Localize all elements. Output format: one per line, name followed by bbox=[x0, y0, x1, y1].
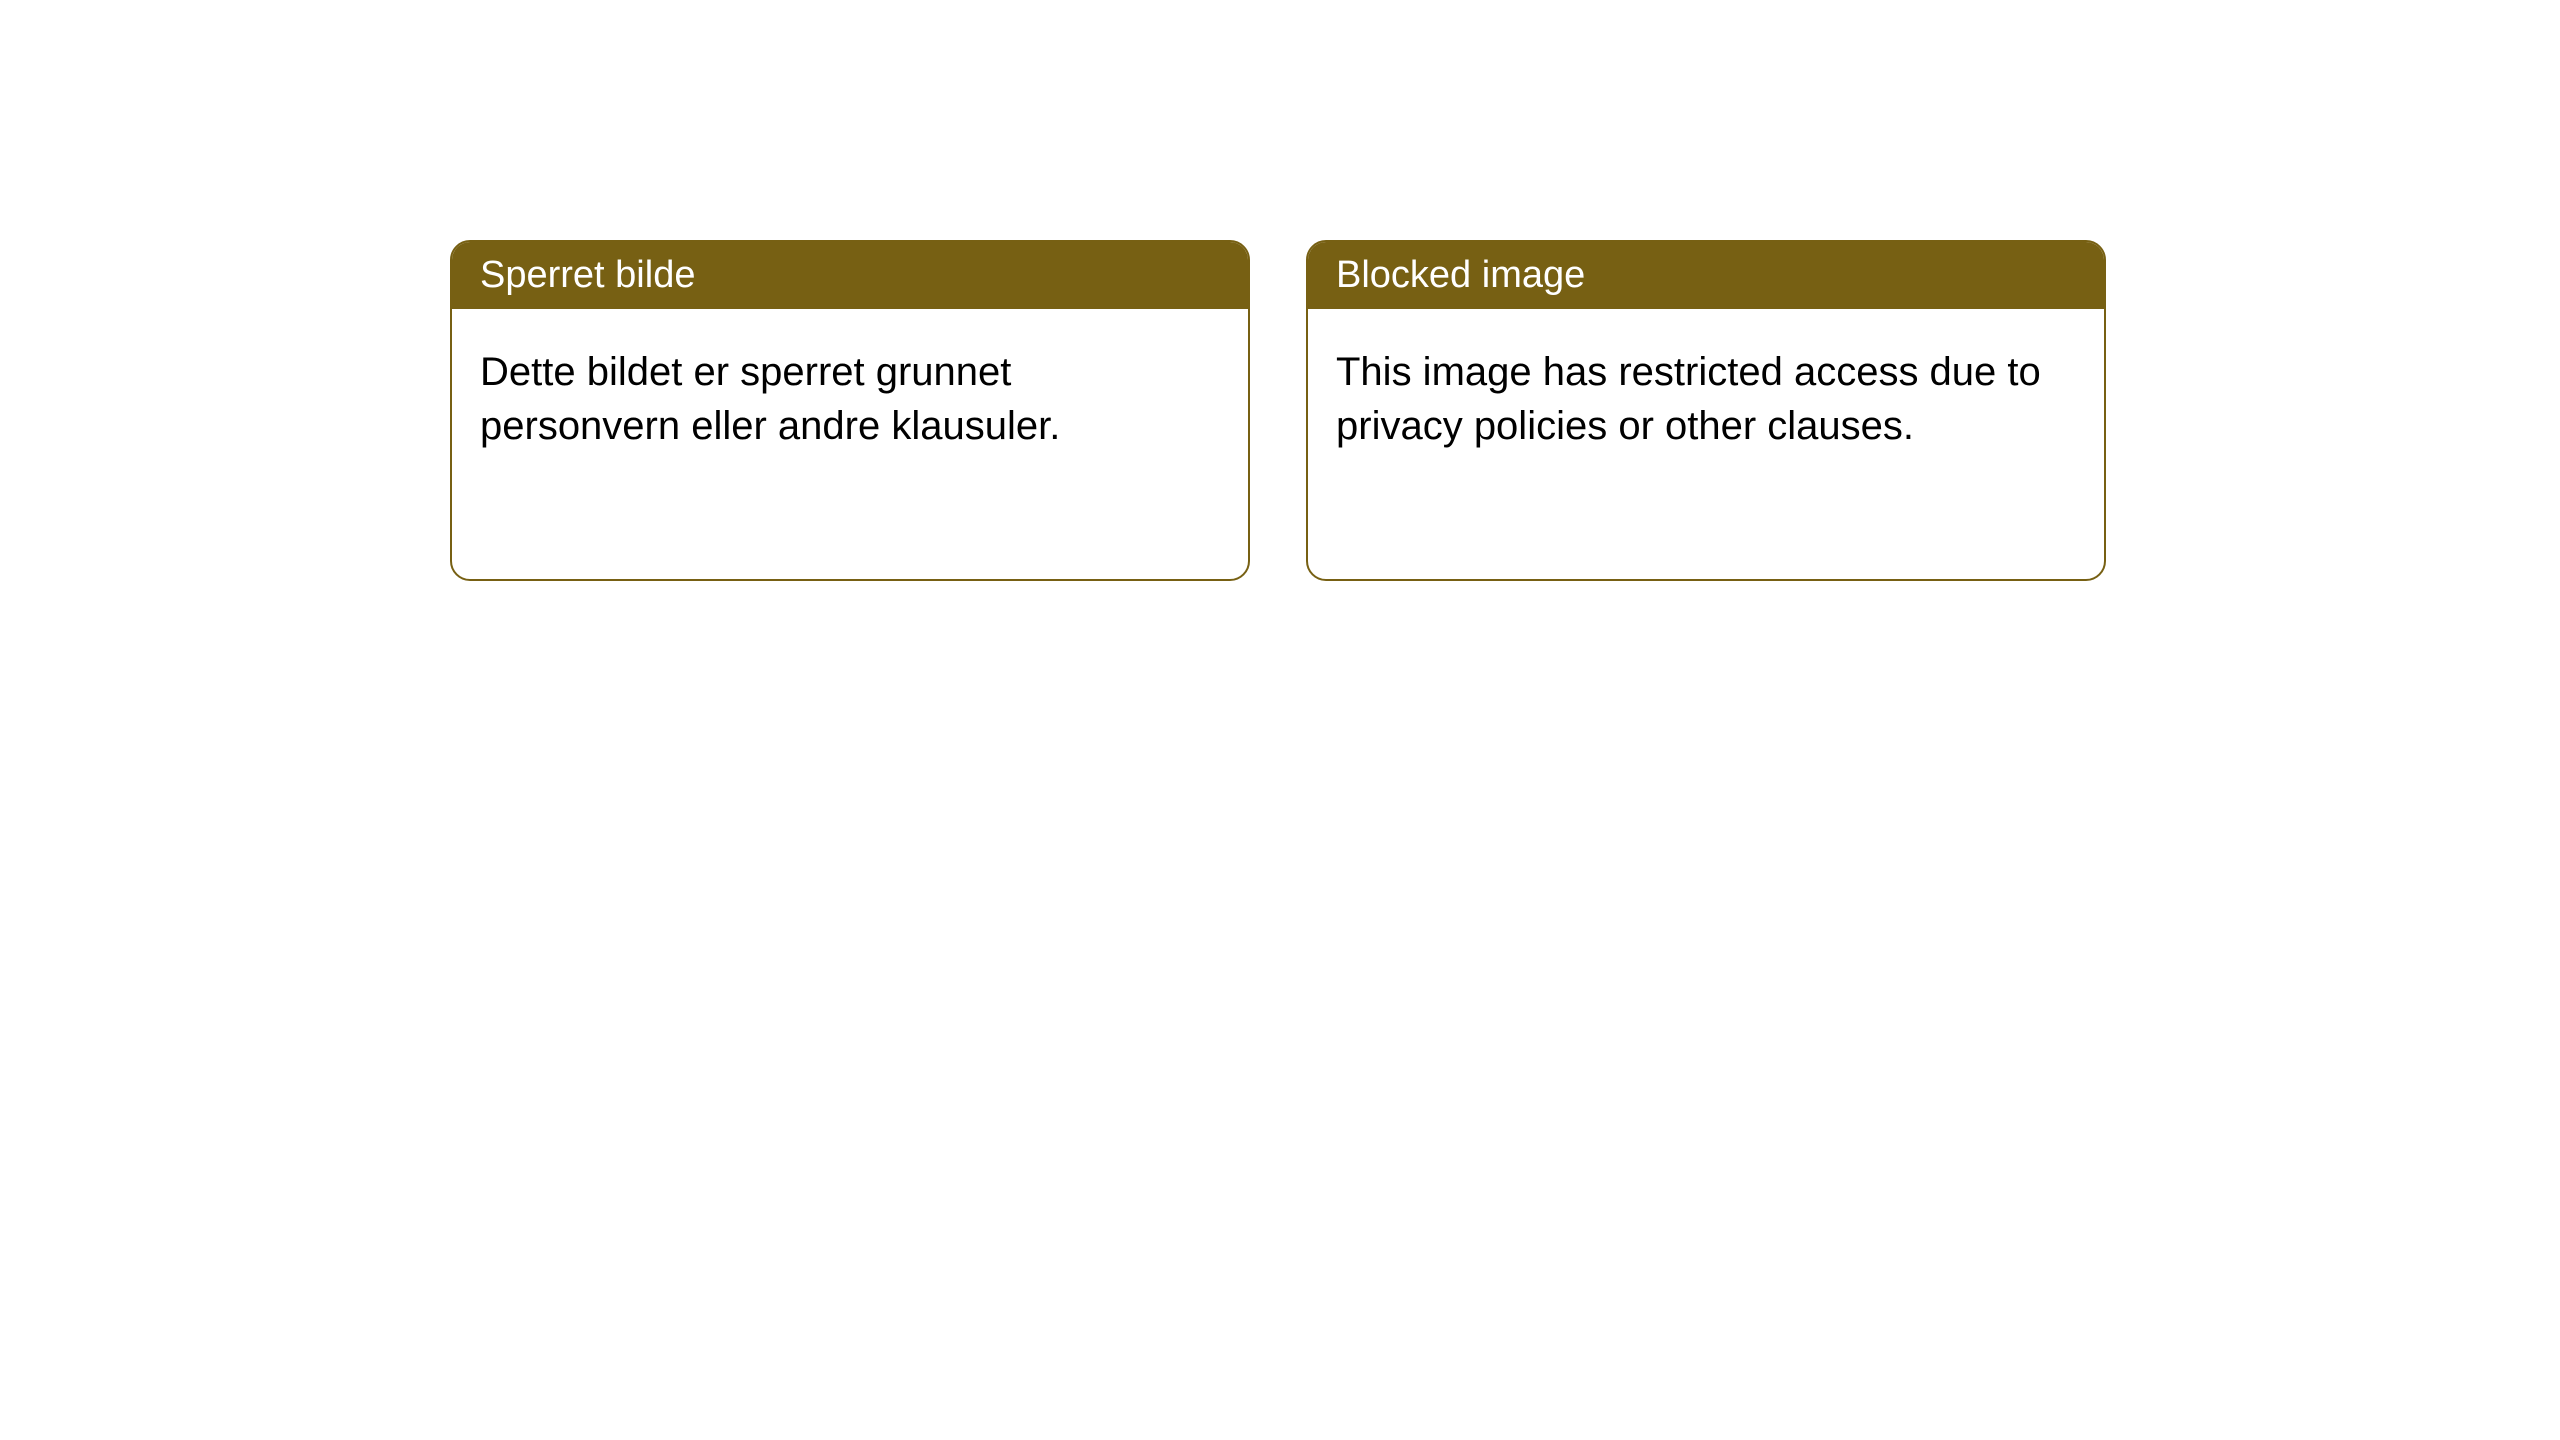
card-header: Blocked image bbox=[1308, 242, 2104, 309]
card-body: This image has restricted access due to … bbox=[1308, 309, 2104, 579]
card-title: Blocked image bbox=[1336, 254, 1585, 296]
card-body: Dette bildet er sperret grunnet personve… bbox=[452, 309, 1248, 579]
notice-card-english: Blocked image This image has restricted … bbox=[1306, 240, 2106, 581]
notice-card-norwegian: Sperret bilde Dette bildet er sperret gr… bbox=[450, 240, 1250, 581]
card-body-text: Dette bildet er sperret grunnet personve… bbox=[480, 350, 1060, 448]
card-body-text: This image has restricted access due to … bbox=[1336, 350, 2041, 448]
card-title: Sperret bilde bbox=[480, 254, 695, 296]
card-header: Sperret bilde bbox=[452, 242, 1248, 309]
notice-card-container: Sperret bilde Dette bildet er sperret gr… bbox=[450, 240, 2560, 581]
